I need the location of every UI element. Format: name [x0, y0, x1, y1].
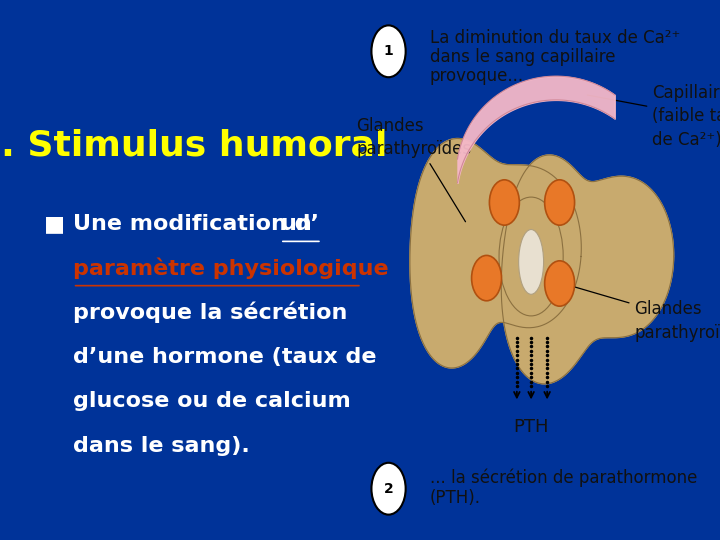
Text: 2: 2 — [384, 482, 393, 496]
Text: Glandes
parathyroïdes: Glandes parathyroïdes — [356, 117, 472, 222]
Text: Capillaire
(faible taux
de Ca²⁺): Capillaire (faible taux de Ca²⁺) — [588, 84, 720, 148]
Circle shape — [372, 25, 405, 77]
Text: PTH: PTH — [513, 417, 549, 436]
Text: 2. Stimulus humoral: 2. Stimulus humoral — [0, 129, 387, 163]
Text: glucose ou de calcium: glucose ou de calcium — [73, 391, 351, 411]
Text: (PTH).: (PTH). — [430, 489, 480, 507]
Text: d’une hormone (taux de: d’une hormone (taux de — [73, 347, 377, 367]
Text: ■: ■ — [44, 214, 65, 234]
Text: Une modification d’: Une modification d’ — [73, 214, 319, 234]
Circle shape — [544, 180, 575, 225]
Polygon shape — [410, 138, 581, 368]
Text: provoque la sécrétion: provoque la sécrétion — [73, 302, 347, 323]
Text: La diminution du taux de Ca²⁺: La diminution du taux de Ca²⁺ — [430, 29, 680, 47]
Circle shape — [490, 180, 519, 225]
Text: Glandes
parathyroïdes: Glandes parathyroïdes — [575, 287, 720, 342]
Text: 1: 1 — [384, 44, 393, 58]
Text: ... la sécrétion de parathormone: ... la sécrétion de parathormone — [430, 469, 697, 487]
Circle shape — [544, 261, 575, 306]
Circle shape — [472, 255, 502, 301]
Text: paramètre physiologique: paramètre physiologique — [73, 258, 388, 279]
Polygon shape — [501, 155, 674, 384]
Text: un: un — [280, 214, 312, 234]
Text: dans le sang).: dans le sang). — [73, 435, 249, 456]
Ellipse shape — [499, 197, 563, 316]
Text: dans le sang capillaire: dans le sang capillaire — [430, 48, 615, 66]
Ellipse shape — [518, 230, 544, 294]
Text: provoque...: provoque... — [430, 66, 523, 85]
Circle shape — [372, 463, 405, 515]
